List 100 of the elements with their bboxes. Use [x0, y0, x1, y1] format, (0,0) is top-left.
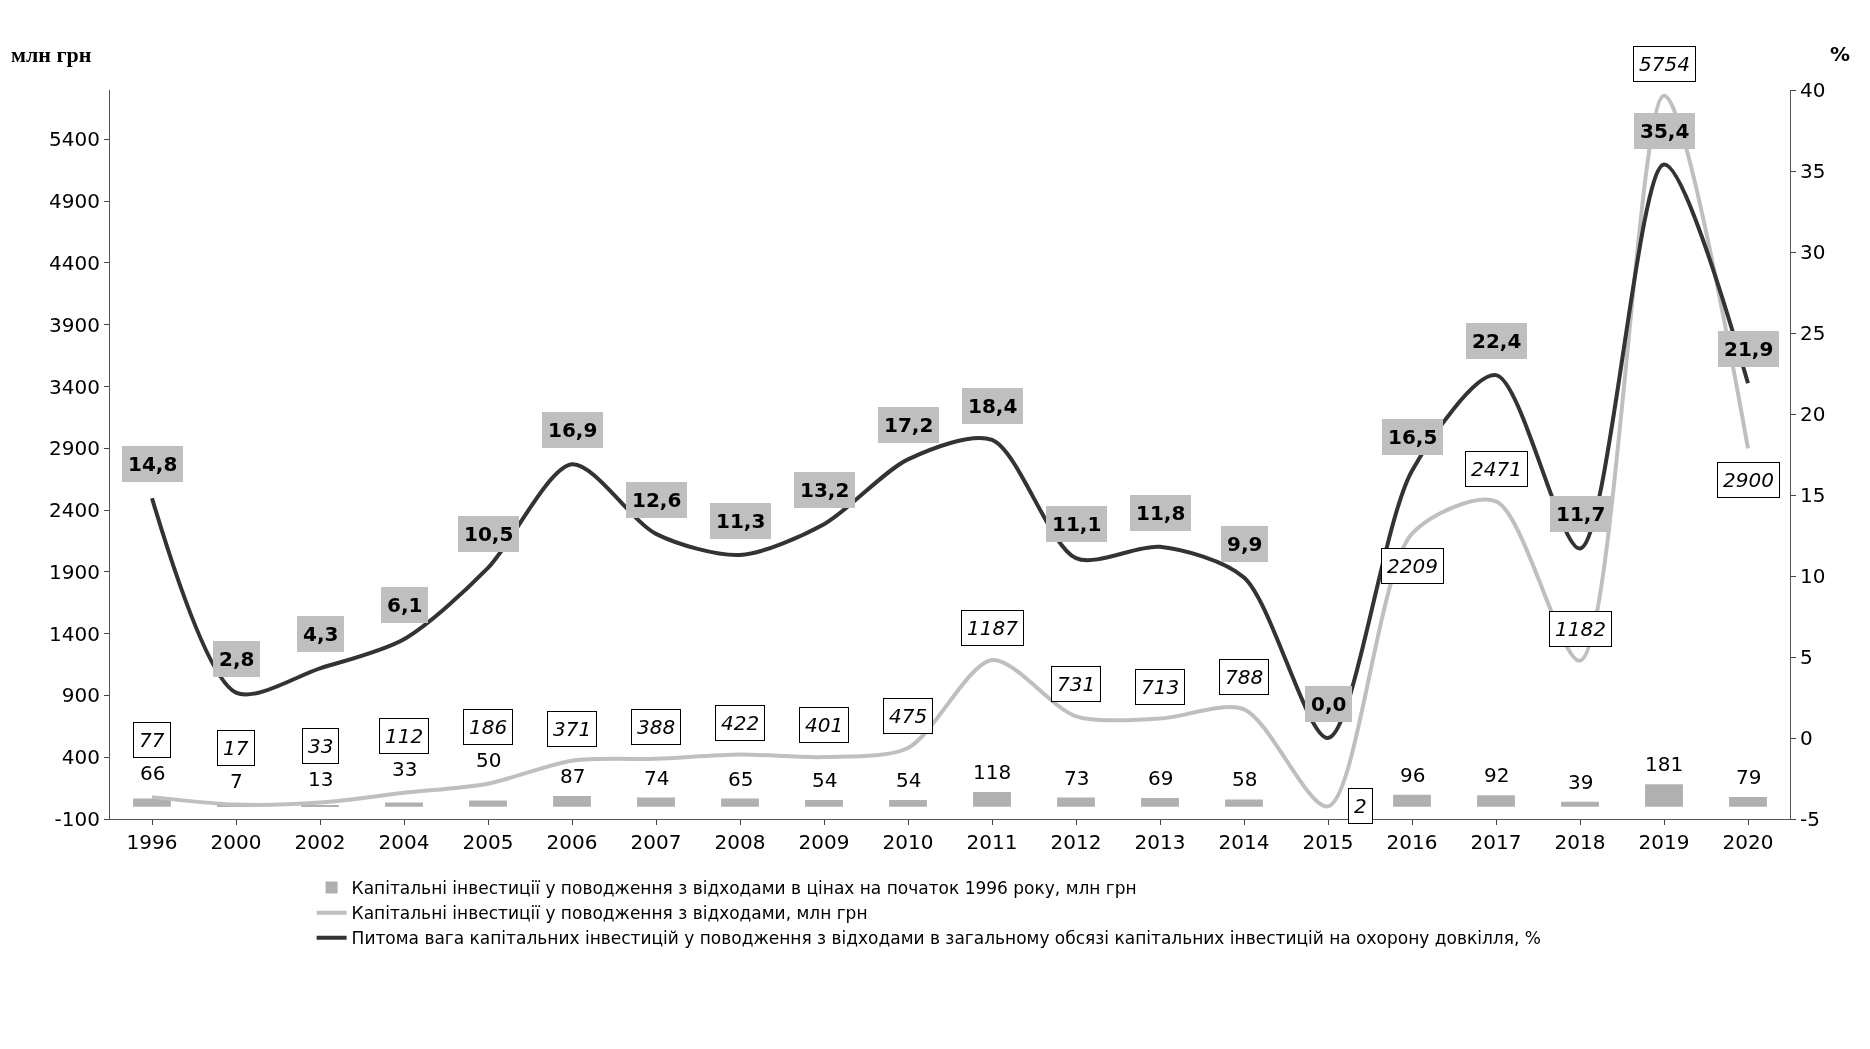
- data-label: 6,1: [387, 593, 423, 617]
- x-tick-label: 2005: [462, 830, 514, 854]
- y-tick-label: 4400: [49, 250, 100, 275]
- x-tick-label: 2000: [210, 830, 262, 854]
- x-tick-label: 2004: [378, 830, 430, 854]
- y-tick-label: 3400: [49, 374, 100, 399]
- y2-tick-label: 10: [1800, 564, 1826, 588]
- data-label: 181: [1645, 752, 1684, 776]
- x-tick-label: 2016: [1386, 830, 1438, 854]
- data-label: 186: [469, 715, 508, 739]
- data-label: 96: [1400, 763, 1426, 787]
- x-tick-label: 2002: [294, 830, 346, 854]
- data-label: 731: [1057, 672, 1096, 696]
- y-tick-label: 2400: [49, 498, 100, 523]
- y2-tick-label: 35: [1800, 159, 1826, 183]
- data-label: 87: [560, 764, 586, 788]
- data-label: 65: [728, 767, 754, 791]
- data-label: 10,5: [464, 522, 514, 546]
- data-label: 118: [973, 760, 1012, 784]
- data-label: 17,2: [884, 413, 934, 437]
- y-axis-title: млн грн: [11, 42, 92, 67]
- y-tick-label: 400: [61, 745, 100, 770]
- data-label: 422: [721, 711, 760, 735]
- data-label: 39: [1568, 770, 1594, 794]
- data-label: 4,3: [303, 622, 339, 646]
- x-tick-label: 2008: [714, 830, 766, 854]
- y2-tick-label: 25: [1800, 321, 1826, 345]
- x-tick-label: 2009: [798, 830, 850, 854]
- data-label: 388: [637, 715, 676, 739]
- data-label: 14,8: [128, 452, 178, 476]
- data-label: 92: [1484, 763, 1510, 787]
- data-label: 1187: [967, 616, 1019, 640]
- data-label: 0,0: [1311, 692, 1347, 716]
- data-label: 2471: [1471, 457, 1522, 481]
- data-label: 33: [392, 757, 418, 781]
- data-label: 9,9: [1227, 532, 1263, 556]
- y-tick-label: 900: [61, 683, 100, 708]
- data-label: 2: [1354, 794, 1367, 818]
- data-label: 2,8: [219, 647, 255, 671]
- data-label: 17: [223, 736, 249, 760]
- data-label: 2209: [1387, 554, 1438, 578]
- x-tick-label: 2017: [1470, 830, 1522, 854]
- data-label: 50: [476, 748, 502, 772]
- x-tick-label: 2006: [546, 830, 598, 854]
- x-tick-label: 2011: [966, 830, 1018, 854]
- legend-label: Капітальні інвестиції у поводження з відходами, млн грн: [351, 903, 868, 924]
- y2-tick-label: 20: [1800, 402, 1826, 426]
- y-tick-label: 1900: [49, 559, 100, 584]
- data-label: 713: [1141, 675, 1180, 699]
- x-tick-label: 2020: [1722, 830, 1774, 854]
- data-label: 371: [553, 717, 592, 741]
- data-label: 73: [1064, 766, 1090, 790]
- data-label: 77: [139, 728, 165, 752]
- data-label: 13: [308, 767, 334, 791]
- y2-tick-label: 0: [1800, 726, 1813, 750]
- y2-tick-label: 40: [1800, 78, 1826, 102]
- x-tick-label: 2013: [1134, 830, 1186, 854]
- data-label: 18,4: [968, 394, 1018, 418]
- y2-tick-label: 15: [1800, 483, 1826, 507]
- data-label: 22,4: [1472, 329, 1522, 353]
- data-label: 11,8: [1136, 501, 1186, 525]
- data-label: 54: [896, 768, 922, 792]
- x-tick-label: 2007: [630, 830, 682, 854]
- data-label: 1182: [1555, 617, 1606, 641]
- data-label: 13,2: [800, 478, 850, 502]
- x-tick-label: 2018: [1554, 830, 1606, 854]
- y-tick-label: 5400: [49, 127, 100, 152]
- legend-label: Капітальні інвестиції у поводження з відходами в цінах на початок 1996 року, млн грн: [351, 878, 1137, 899]
- data-label: 475: [889, 704, 928, 728]
- data-label: 69: [1148, 766, 1174, 790]
- data-label: 21,9: [1724, 337, 1774, 361]
- y-tick-label: 4900: [49, 189, 100, 214]
- x-tick-label: 2012: [1050, 830, 1102, 854]
- data-label: 11,1: [1052, 512, 1102, 536]
- data-label: 16,9: [548, 418, 598, 442]
- y2-axis-title: %: [1830, 42, 1851, 66]
- x-tick-label: 2014: [1218, 830, 1270, 854]
- y-tick-label: -100: [54, 807, 100, 831]
- data-label: 35,4: [1640, 119, 1690, 143]
- data-label: 12,6: [632, 488, 682, 512]
- y-tick-label: 1400: [49, 621, 100, 646]
- data-label: 16,5: [1388, 425, 1438, 449]
- data-label: 66: [140, 761, 166, 785]
- x-tick-label: 1996: [126, 830, 178, 854]
- data-label: 112: [385, 724, 424, 748]
- legend-label: Питома вага капітальних інвестицій у поводження з відходами в загальному обсязі капітальних інвестицій на охорону довкілля, %: [351, 928, 1541, 949]
- y2-tick-label: 5: [1800, 645, 1813, 669]
- data-label: 2900: [1723, 468, 1774, 492]
- y-tick-label: 3900: [49, 312, 100, 337]
- data-label: 11,7: [1556, 502, 1606, 526]
- data-label: 74: [644, 766, 670, 790]
- y2-tick-label: 30: [1800, 240, 1826, 264]
- x-tick-label: 2010: [882, 830, 934, 854]
- data-label: 54: [812, 768, 838, 792]
- x-tick-label: 2015: [1302, 830, 1354, 854]
- y2-tick-label: -5: [1800, 807, 1820, 831]
- data-label: 5754: [1639, 52, 1690, 76]
- data-label: 401: [805, 713, 844, 737]
- data-label: 788: [1225, 665, 1264, 689]
- data-label: 58: [1232, 767, 1258, 791]
